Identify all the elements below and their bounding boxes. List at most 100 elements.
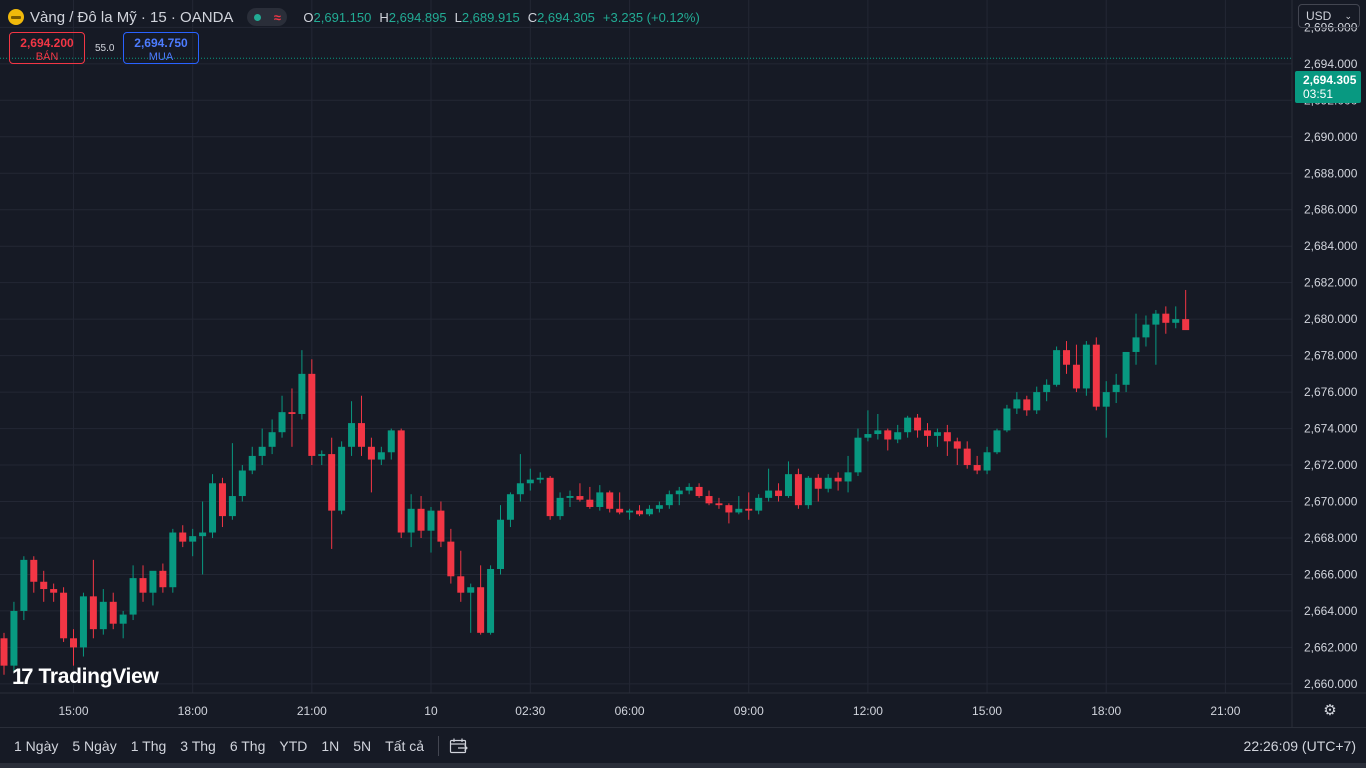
candle (497, 505, 504, 575)
candle-body (1152, 313, 1160, 325)
currency-select[interactable]: USD ⌄ (1298, 4, 1360, 28)
candle-body (218, 483, 226, 517)
range-3m-button[interactable]: 3 Thg (180, 738, 216, 754)
candle (298, 350, 306, 420)
ohlc-close-value: 2,694.305 (537, 9, 595, 25)
candle (60, 587, 68, 642)
candle-body (119, 614, 127, 624)
candle (417, 496, 425, 538)
candle (874, 413, 882, 440)
candle-body (953, 441, 961, 449)
last-price-value: 2,694.305 (1303, 73, 1357, 87)
tradingview-mark-icon: 17 (12, 664, 34, 689)
candle (89, 559, 97, 639)
gear-icon[interactable]: ⚙ (1323, 702, 1337, 719)
range-1m-button[interactable]: 1 Thg (130, 738, 167, 754)
candle-body (516, 483, 524, 495)
bottom-toolbar: 1 Ngày 5 Ngày 1 Thg 3 Thg 6 Thg YTD 1N 5… (0, 727, 1366, 764)
candle (655, 501, 663, 513)
candle-body (357, 423, 365, 447)
candle-body (834, 477, 842, 482)
sell-label: BÁN (35, 51, 59, 63)
candle-body (447, 541, 455, 577)
price-chart[interactable]: 2,660.000 2,662.000 2,664.000 2,666.000 2,66… (0, 0, 1366, 727)
candle-body (1023, 399, 1031, 411)
candle-body (1043, 384, 1051, 393)
buy-button[interactable]: 2,694.750 MUA (123, 32, 199, 64)
candle (1182, 289, 1190, 331)
candle (814, 474, 822, 502)
candle (943, 424, 951, 456)
time-tick-label: 15:00 (972, 704, 1002, 718)
candle (1003, 404, 1011, 433)
candle (834, 472, 842, 491)
candle-body (1063, 350, 1071, 365)
candle (685, 483, 693, 495)
candle (278, 395, 286, 438)
tradingview-logo[interactable]: 17 TradingView (12, 664, 159, 690)
range-ytd-button[interactable]: YTD (279, 738, 308, 754)
calendar-goto-icon[interactable] (449, 738, 469, 754)
candle (516, 454, 524, 502)
candle-body (1162, 313, 1170, 323)
candle-body (497, 519, 504, 569)
range-1d-button[interactable]: 1 Ngày (14, 738, 59, 754)
candle-body (626, 510, 634, 513)
candle-body (735, 508, 743, 513)
range-5y-button[interactable]: 5N (353, 738, 372, 754)
candle (238, 465, 246, 502)
candle (933, 428, 941, 447)
market-status-pill[interactable]: ≈ (247, 8, 288, 26)
range-1y-button[interactable]: 1N (321, 738, 340, 754)
candle (50, 583, 58, 602)
candle-body (169, 532, 177, 588)
candle-body (904, 417, 912, 433)
candle-body (536, 477, 544, 480)
candle-body (0, 638, 8, 666)
candle (904, 415, 912, 438)
candle (715, 497, 723, 509)
symbol-title[interactable]: Vàng / Đô la Mỹ · 15 · OANDA (30, 8, 234, 26)
price-tick-label: 2,674.000 (1304, 422, 1358, 436)
candle (794, 468, 802, 509)
candle (695, 483, 703, 498)
range-5d-button[interactable]: 5 Ngày (72, 738, 117, 754)
candle-body (675, 490, 683, 495)
candle (824, 474, 832, 493)
candle-body (526, 479, 534, 484)
candle (228, 443, 236, 520)
candle (775, 483, 783, 502)
candle (1142, 315, 1150, 347)
candle-body (20, 559, 28, 611)
candle-body (933, 432, 941, 436)
candle (487, 565, 495, 635)
candle (367, 437, 375, 493)
candle-body (457, 576, 465, 593)
candle (1132, 313, 1140, 365)
candle-body (328, 454, 336, 511)
candle-body (407, 508, 415, 533)
candle-body (397, 430, 405, 533)
range-all-button[interactable]: Tất cả (385, 738, 425, 754)
price-axis: 2,660.000 2,662.000 2,664.000 2,666.000 2,66… (1304, 20, 1358, 691)
candle-body (79, 596, 87, 648)
candle (268, 419, 276, 455)
candle (784, 461, 792, 498)
candle (1152, 310, 1160, 365)
sell-button[interactable]: 2,694.200 BÁN (9, 32, 85, 64)
price-tick-label: 2,666.000 (1304, 567, 1358, 581)
candle (576, 483, 584, 502)
price-tick-label: 2,670.000 (1304, 495, 1358, 509)
candle-body (596, 492, 604, 507)
candle-body (179, 532, 187, 542)
candle-body (338, 446, 346, 511)
candle-body (1112, 384, 1120, 393)
candle (1063, 341, 1071, 374)
candle-body (1072, 364, 1080, 389)
candle (884, 428, 892, 451)
candle-body (983, 452, 991, 471)
range-6m-button[interactable]: 6 Thg (229, 738, 266, 754)
timezone-clock[interactable]: 22:26:09 (UTC+7) (1243, 738, 1356, 754)
candle-body (993, 430, 1001, 453)
last-price-tag: 2,694.305 03:51 (1295, 71, 1361, 103)
